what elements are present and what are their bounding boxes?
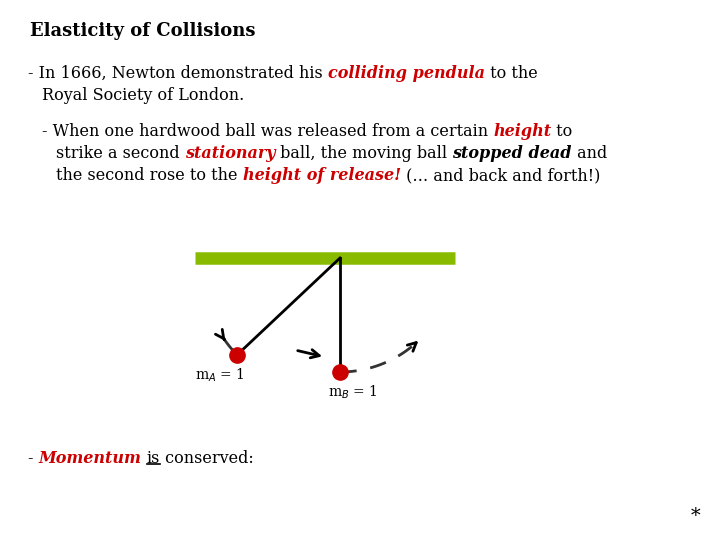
Text: conserved:: conserved: bbox=[160, 450, 253, 467]
Text: ball, the moving ball: ball, the moving ball bbox=[275, 145, 452, 162]
Text: m$_B$ = 1: m$_B$ = 1 bbox=[328, 384, 378, 401]
Text: (… and back and forth!): (… and back and forth!) bbox=[401, 167, 600, 184]
Text: - When one hardwood ball was released from a certain: - When one hardwood ball was released fr… bbox=[42, 123, 493, 140]
Text: and: and bbox=[572, 145, 607, 162]
Text: height: height bbox=[493, 123, 552, 140]
Text: colliding pendula: colliding pendula bbox=[328, 65, 485, 82]
Text: strike a second: strike a second bbox=[56, 145, 185, 162]
Text: stopped dead: stopped dead bbox=[452, 145, 572, 162]
Text: stationary: stationary bbox=[185, 145, 275, 162]
Text: Momentum: Momentum bbox=[39, 450, 142, 467]
Text: height of release!: height of release! bbox=[243, 167, 401, 184]
Text: to the: to the bbox=[485, 65, 538, 82]
Text: is: is bbox=[147, 450, 160, 467]
Text: Elasticity of Collisions: Elasticity of Collisions bbox=[30, 22, 256, 40]
Text: *: * bbox=[690, 507, 700, 525]
Text: to: to bbox=[552, 123, 572, 140]
Text: - In 1666, Newton demonstrated his: - In 1666, Newton demonstrated his bbox=[28, 65, 328, 82]
Text: Royal Society of London.: Royal Society of London. bbox=[42, 87, 244, 104]
Text: the second rose to the: the second rose to the bbox=[56, 167, 243, 184]
Text: -: - bbox=[28, 450, 39, 467]
Text: m$_A$ = 1: m$_A$ = 1 bbox=[195, 367, 245, 384]
